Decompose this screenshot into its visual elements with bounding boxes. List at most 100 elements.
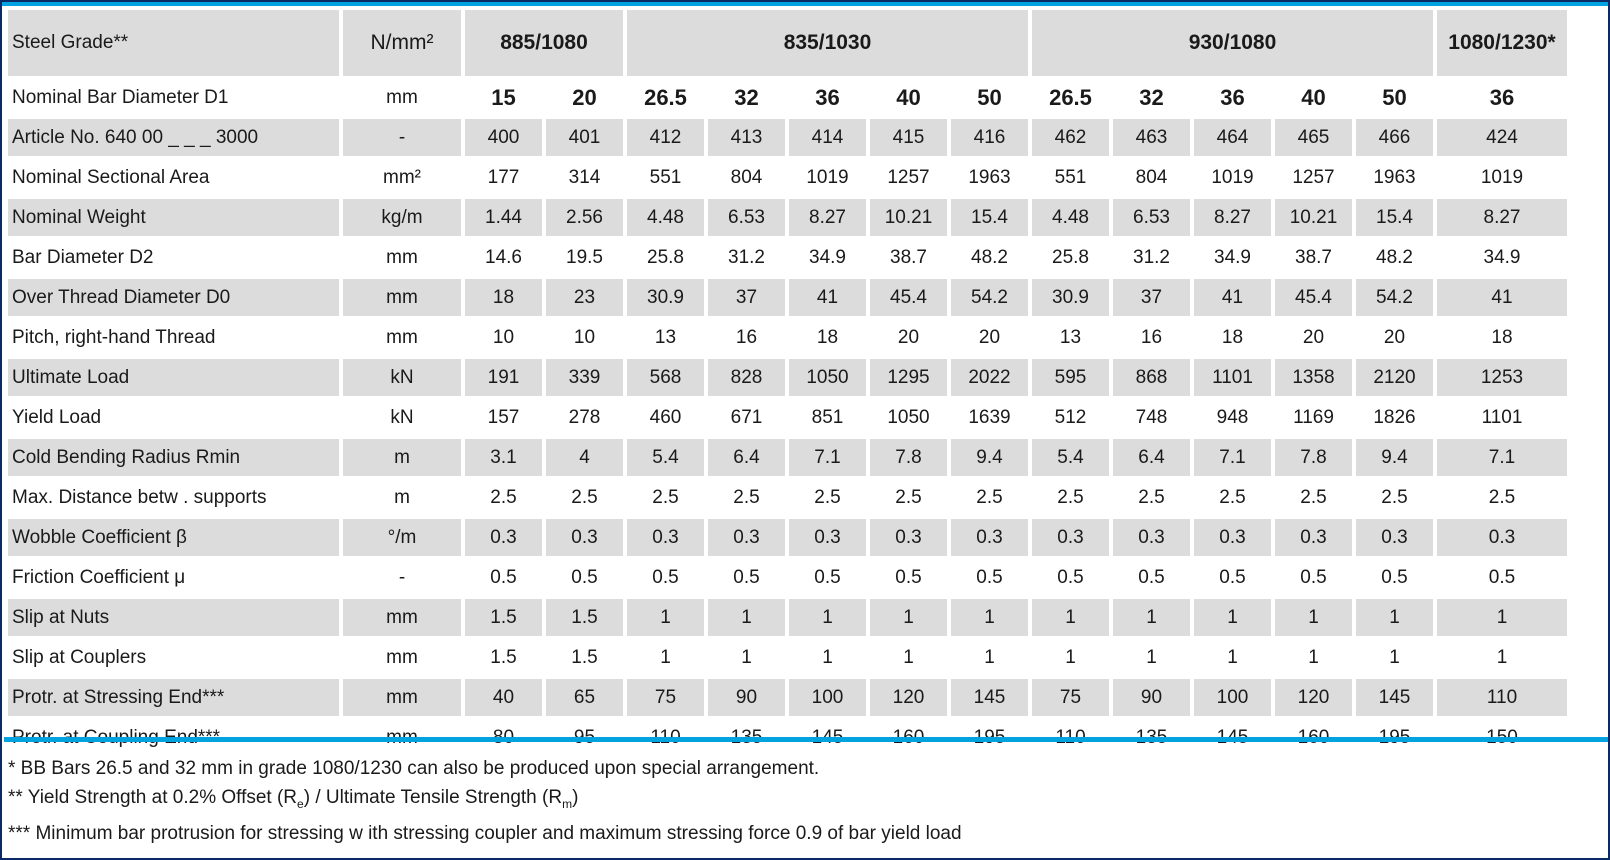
row-label: Nominal Bar Diameter D1	[8, 79, 339, 119]
table-cell: 26.5	[1032, 79, 1109, 119]
table-cell: 1358	[1275, 359, 1352, 399]
row-label: Ultimate Load	[8, 359, 339, 399]
table-cell: 1	[1194, 639, 1271, 679]
table-cell: 0.5	[789, 559, 866, 599]
row-label: Max. Distance betw . supports	[8, 479, 339, 519]
table-row: Nominal Sectional Area mm² 177 314 551 804 101…	[8, 159, 1567, 199]
table-cell: 1	[951, 639, 1028, 679]
table-cell: 464	[1194, 119, 1271, 159]
table-cell: 0.5	[1194, 559, 1271, 599]
table-cell: 20	[870, 319, 947, 359]
table-cell: 30.9	[627, 279, 704, 319]
table-cell: 90	[708, 679, 785, 719]
table-cell: 1050	[870, 399, 947, 439]
table-cell: 0.5	[870, 559, 947, 599]
table-cell: 120	[870, 679, 947, 719]
table-cell: 36	[1194, 79, 1271, 119]
table-cell: 1101	[1437, 399, 1567, 439]
table-cell: 595	[1032, 359, 1109, 399]
table-cell: 54.2	[951, 279, 1028, 319]
row-unit: mm	[343, 239, 461, 279]
table-cell: 18	[1437, 319, 1567, 359]
row-label: Yield Load	[8, 399, 339, 439]
table-cell: 1253	[1437, 359, 1567, 399]
table-cell: 41	[1194, 279, 1271, 319]
table-cell: 828	[708, 359, 785, 399]
table-cell: 25.8	[627, 239, 704, 279]
table-cell: 25.8	[1032, 239, 1109, 279]
row-unit: mm	[343, 599, 461, 639]
table-row: Pitch, right-hand Thread mm 10 10 13 16 18 20 20…	[8, 319, 1567, 359]
table-cell: 463	[1113, 119, 1190, 159]
table-cell: 90	[1113, 679, 1190, 719]
subscript-m: m	[562, 796, 573, 811]
table-cell: 1169	[1275, 399, 1352, 439]
table-cell: 6.4	[1113, 439, 1190, 479]
table-cell: 2.5	[1356, 479, 1433, 519]
table-cell: 412	[627, 119, 704, 159]
table-cell: 868	[1113, 359, 1190, 399]
table-cell: 1963	[1356, 159, 1433, 199]
table-cell: 278	[546, 399, 623, 439]
table-cell: 1	[708, 599, 785, 639]
table-cell: 31.2	[1113, 239, 1190, 279]
table-cell: 414	[789, 119, 866, 159]
table-cell: 2.5	[1113, 479, 1190, 519]
row-label: Protr. at Stressing End***	[8, 679, 339, 719]
row-label: Pitch, right-hand Thread	[8, 319, 339, 359]
table-cell: 1	[627, 599, 704, 639]
table-cell: 0.3	[708, 519, 785, 559]
table-cell: 0.3	[546, 519, 623, 559]
table-cell: 5.4	[1032, 439, 1109, 479]
table-cell: 36	[1437, 79, 1567, 119]
table-cell: 100	[1194, 679, 1271, 719]
table-cell: 4	[546, 439, 623, 479]
table-cell: 804	[708, 159, 785, 199]
table-cell: 37	[1113, 279, 1190, 319]
table-cell: 20	[1356, 319, 1433, 359]
table-cell: 1	[1437, 639, 1567, 679]
table-cell: 1	[1275, 639, 1352, 679]
table-cell: 413	[708, 119, 785, 159]
table-cell: 0.3	[951, 519, 1028, 559]
table-cell: 0.5	[1437, 559, 1567, 599]
table-cell: 145	[1356, 679, 1433, 719]
table-cell: 20	[951, 319, 1028, 359]
table-cell: 9.4	[951, 439, 1028, 479]
table-cell: 1	[1113, 599, 1190, 639]
footnote-2: ** Yield Strength at 0.2% Offset (Re) / …	[8, 783, 962, 819]
table-cell: 40	[465, 679, 542, 719]
row-label: Nominal Weight	[8, 199, 339, 239]
table-cell: 3.1	[465, 439, 542, 479]
table-cell: 2.5	[1437, 479, 1567, 519]
table-cell: 10	[465, 319, 542, 359]
table-cell: 512	[1032, 399, 1109, 439]
table-cell: 1	[1437, 599, 1567, 639]
table-cell: 2022	[951, 359, 1028, 399]
table-cell: 15.4	[1356, 199, 1433, 239]
table-cell: 48.2	[1356, 239, 1433, 279]
bottom-accent-line	[4, 737, 1608, 742]
table-cell: 2.5	[627, 479, 704, 519]
row-unit: -	[343, 119, 461, 159]
table-cell: 40	[870, 79, 947, 119]
table-cell: 1.5	[465, 599, 542, 639]
table-cell: 1.44	[465, 199, 542, 239]
table-cell: 30.9	[1032, 279, 1109, 319]
row-unit: mm	[343, 279, 461, 319]
table-cell: 36	[789, 79, 866, 119]
table-cell: 0.5	[1032, 559, 1109, 599]
table-row: Cold Bending Radius Rmin m 3.1 4 5.4 6.4 7.1 7.…	[8, 439, 1567, 479]
table-cell: 16	[708, 319, 785, 359]
table-cell: 1.5	[546, 639, 623, 679]
table-cell: 50	[1356, 79, 1433, 119]
table-cell: 1.5	[465, 639, 542, 679]
table-cell: 45.4	[870, 279, 947, 319]
table-cell: 20	[1275, 319, 1352, 359]
bar-spec-table: Steel Grade** N/mm² 885/1080 835/1030 930/10…	[4, 10, 1571, 759]
footnote-2-text: ** Yield Strength at 0.2% Offset (R	[8, 787, 298, 808]
table-cell: 0.5	[627, 559, 704, 599]
row-unit: mm²	[343, 159, 461, 199]
table-cell: 400	[465, 119, 542, 159]
table-cell: 10.21	[1275, 199, 1352, 239]
